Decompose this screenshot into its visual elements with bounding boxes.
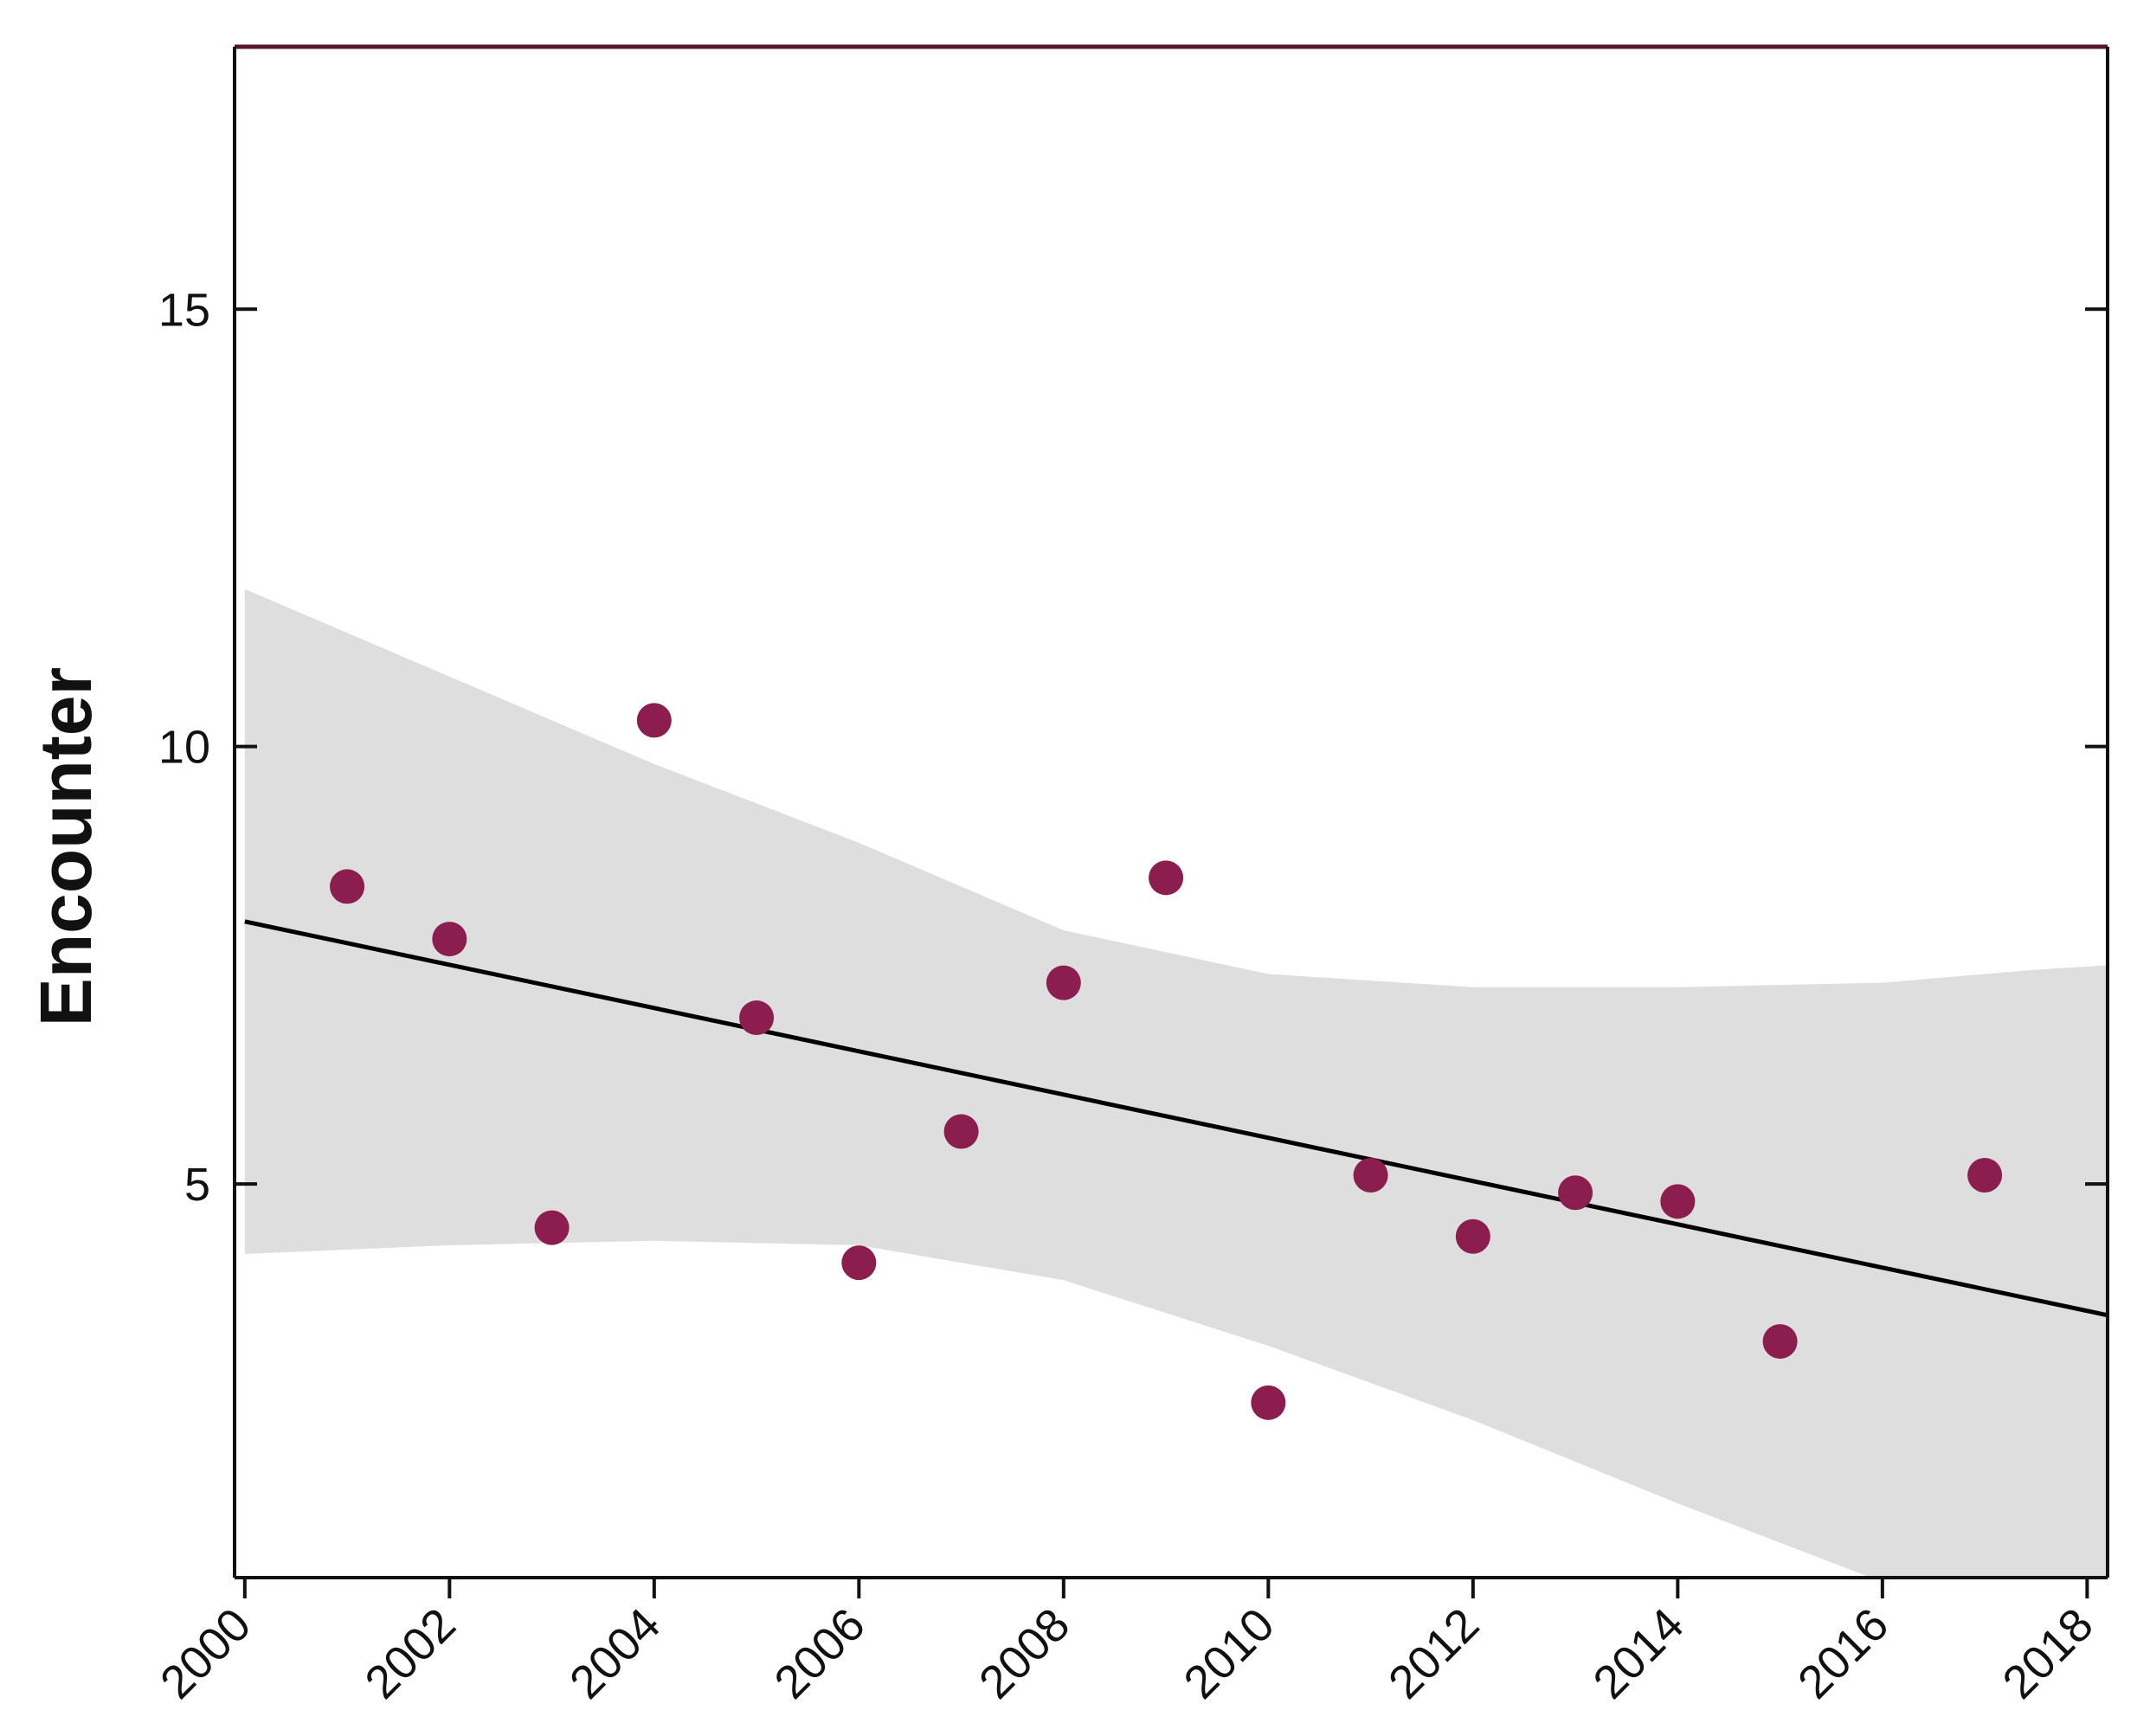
data-point — [1967, 1158, 2003, 1193]
data-point — [739, 1000, 775, 1036]
points-layer — [330, 703, 2003, 1420]
data-point — [1455, 1218, 1490, 1254]
data-point — [636, 703, 672, 738]
data-point — [1558, 1175, 1593, 1211]
y-tick-label: 10 — [158, 722, 210, 774]
data-point — [1251, 1385, 1286, 1420]
data-point — [1046, 965, 1081, 1000]
data-point — [1762, 1324, 1798, 1360]
band-layer — [244, 588, 2108, 1578]
data-point — [534, 1210, 570, 1245]
trend-line — [244, 919, 2108, 1318]
data-point — [1660, 1184, 1696, 1219]
data-point — [330, 869, 365, 904]
trend-layer — [244, 919, 2108, 1318]
y-axis-title: Encounter — [25, 667, 106, 1026]
y-tick-label: 5 — [184, 1159, 210, 1211]
data-point — [432, 922, 467, 957]
y-tick-label: 15 — [158, 284, 210, 336]
data-point — [1353, 1158, 1388, 1193]
data-point — [841, 1245, 877, 1281]
data-point — [943, 1114, 979, 1149]
confidence-band — [244, 588, 2108, 1578]
data-point — [1149, 860, 1184, 896]
frame-layer — [233, 44, 2109, 1579]
